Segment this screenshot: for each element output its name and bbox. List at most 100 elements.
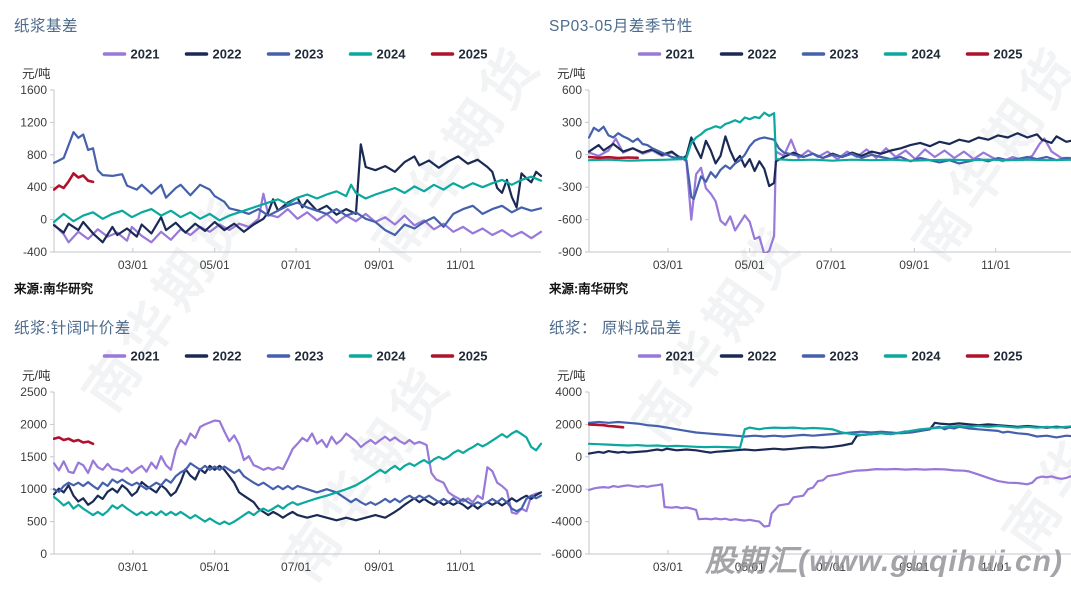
softwood-hardwood-chart: 元/吨 2500 2000 1500 1000 500 0 03/01 05/01 07/01 09…	[20, 349, 543, 574]
panel-pulp-basis: 纸浆基差 元/吨 1600 1200 800 400 0 -400 03/01 05/01 07/…	[0, 0, 543, 308]
legend-item-2022: 2022	[184, 47, 241, 62]
legend-label: 2023	[830, 47, 859, 62]
series-2023	[53, 462, 543, 513]
x-tick-label: 05/01	[200, 258, 230, 272]
x-tick-label: 07/01	[281, 560, 311, 574]
y-tick-label: 0	[40, 547, 47, 561]
legend-label: 2021	[666, 349, 695, 364]
legend-item-2023: 2023	[801, 349, 859, 364]
sp-spread-chart: 元/吨 600 300 0 -300 -600 -900 03/01 05/01 07/01 09/…	[557, 47, 1071, 272]
legend-label: 2024	[377, 47, 407, 62]
legend-label: 2025	[994, 47, 1023, 62]
y-axis-unit: 元/吨	[557, 369, 586, 383]
x-tick-label: 11/01	[981, 560, 1010, 574]
y-tick-label: -300	[558, 180, 582, 194]
y-tick-label: 1600	[20, 83, 47, 97]
raw-finished-chart: 元/吨 4000 2000 0 -2000 -4000 -6000 03/01 05/01 07/…	[551, 349, 1071, 574]
legend-label: 2021	[131, 47, 160, 62]
legend-label: 2025	[459, 47, 488, 62]
y-axis-ticks: 4000 2000 0 -2000 -4000 -6000	[551, 385, 589, 561]
legend-label: 2021	[666, 47, 695, 62]
legend-item-2023: 2023	[801, 47, 859, 62]
legend-label: 2024	[377, 349, 407, 364]
legend-label: 2022	[748, 47, 777, 62]
series-2023	[588, 420, 1071, 439]
x-axis-ticks: 03/01 05/01 07/01 09/01 11/01	[653, 550, 1011, 574]
series-lines	[588, 111, 1071, 253]
y-axis-ticks: 600 300 0 -300 -600 -900	[558, 83, 589, 259]
legend-item-2024: 2024	[348, 47, 407, 62]
series-lines	[53, 130, 543, 244]
y-axis-ticks: 1600 1200 800 400 0 -400	[20, 83, 54, 259]
series-2024	[53, 175, 543, 224]
y-tick-label: -400	[23, 245, 47, 259]
source-label: 来源:南华研究	[549, 282, 629, 296]
legend-item-2021: 2021	[637, 349, 695, 364]
series-2025	[588, 423, 625, 429]
legend-label: 2022	[748, 349, 777, 364]
legend: 2021 2022 2023 2024 2025	[102, 47, 488, 62]
y-tick-label: 600	[562, 83, 582, 97]
legend-item-2024: 2024	[883, 47, 942, 62]
x-tick-label: 03/01	[653, 560, 683, 574]
x-tick-label: 11/01	[446, 560, 475, 574]
x-tick-label: 09/01	[364, 560, 394, 574]
series-2022	[53, 464, 543, 522]
series-2024	[588, 111, 1071, 162]
x-tick-label: 03/01	[653, 258, 683, 272]
series-2025	[53, 172, 95, 191]
x-tick-label: 05/01	[735, 258, 765, 272]
x-tick-label: 03/01	[118, 258, 148, 272]
legend-item-2022: 2022	[184, 349, 242, 364]
legend-label: 2023	[295, 349, 324, 364]
x-tick-label: 11/01	[981, 258, 1010, 272]
series-lines	[588, 420, 1071, 528]
y-tick-label: 0	[40, 213, 47, 227]
panel-sp-spread-seasonality: SP03-05月差季节性 元/吨 600 300 0 -300 -600 -900 03/01…	[535, 0, 1071, 308]
legend-item-2024: 2024	[883, 349, 942, 364]
chart-title-raw-finished: 纸浆： 原料成品差	[549, 320, 682, 337]
legend-label: 2024	[912, 47, 942, 62]
legend-item-2022: 2022	[719, 349, 777, 364]
legend-item-2023: 2023	[266, 47, 323, 62]
legend-label: 2024	[912, 349, 942, 364]
panel-softwood-hardwood-spread: 纸浆:针阔叶价差 元/吨 2500 2000 1500 1000 500 0 03/01 05/…	[0, 308, 543, 588]
series-2022	[53, 143, 543, 244]
legend-item-2021: 2021	[102, 47, 160, 62]
x-tick-label: 09/01	[899, 258, 929, 272]
series-2025	[588, 155, 639, 160]
x-tick-label: 05/01	[200, 560, 230, 574]
series-2021	[53, 419, 543, 515]
y-tick-label: 300	[562, 115, 582, 129]
legend-label: 2023	[830, 349, 859, 364]
series-2024	[53, 429, 543, 526]
x-tick-label: 05/01	[735, 560, 765, 574]
x-axis-ticks: 03/01 05/01 07/01 09/01 11/01	[118, 550, 476, 574]
y-tick-label: 0	[575, 450, 582, 464]
series-2024	[588, 424, 1071, 449]
y-tick-label: -6000	[551, 547, 582, 561]
y-tick-label: 0	[575, 148, 582, 162]
legend: 2021 2022 2023 2024 2025	[637, 349, 1022, 364]
y-axis-unit: 元/吨	[557, 67, 586, 81]
series-2023	[588, 125, 1071, 201]
legend: 2021 2022 2023 2024 2025	[102, 349, 487, 364]
legend-item-2023: 2023	[266, 349, 324, 364]
chart-title-sp-spread: SP03-05月差季节性	[549, 18, 693, 35]
axes	[588, 392, 1071, 555]
legend-label: 2021	[131, 349, 160, 364]
y-tick-label: 2500	[20, 385, 47, 399]
y-tick-label: -900	[558, 245, 582, 259]
legend-item-2025: 2025	[430, 349, 487, 364]
series-2025	[53, 436, 95, 446]
y-tick-label: 1000	[20, 482, 47, 496]
legend-label: 2022	[213, 349, 242, 364]
legend: 2021 2022 2023 2024 2025	[637, 47, 1023, 62]
axes	[588, 90, 1071, 253]
panel-raw-finished-diff: 纸浆： 原料成品差 元/吨 4000 2000 0 -2000 -4000 -6000 03/…	[535, 308, 1071, 588]
y-axis-unit: 元/吨	[22, 369, 51, 383]
y-tick-label: 2000	[555, 417, 582, 431]
y-tick-label: 2000	[20, 417, 47, 431]
axes	[53, 392, 541, 555]
